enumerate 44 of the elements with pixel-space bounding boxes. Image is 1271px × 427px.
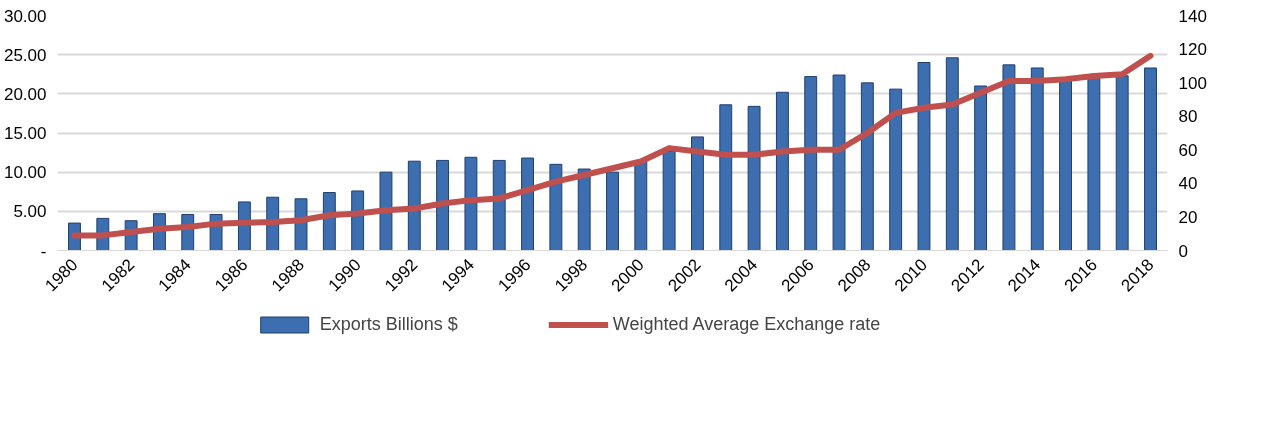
- bar: [719, 104, 733, 251]
- bar: [832, 74, 846, 251]
- bar: [549, 163, 563, 251]
- bar: [889, 88, 903, 251]
- bar: [775, 91, 789, 251]
- bar: [1030, 67, 1044, 251]
- bar: [1115, 75, 1129, 251]
- bar: [1144, 67, 1157, 251]
- legend-label: Exports Billions $: [319, 313, 458, 335]
- y-tick-label: -: [40, 241, 47, 261]
- y2-tick-label: 140: [1178, 6, 1207, 26]
- bar: [634, 160, 648, 251]
- bar: [1002, 64, 1016, 251]
- y-tick-label: 10.00: [3, 163, 47, 183]
- y2-tick-label: 20: [1178, 207, 1198, 227]
- bar: [436, 159, 450, 251]
- bar: [860, 82, 874, 251]
- bar: [606, 171, 619, 251]
- bar: [974, 85, 988, 251]
- y-tick-label: 15.00: [3, 124, 47, 143]
- bar: [662, 150, 676, 251]
- y2-tick-label: 80: [1178, 107, 1198, 127]
- bar: [492, 159, 506, 251]
- legend-label: Weighted Average Exchange rate: [612, 313, 881, 335]
- bar: [407, 160, 421, 251]
- y2-tick-label: 0: [1178, 241, 1188, 261]
- bar: [379, 171, 393, 251]
- y-tick-label: 25.00: [3, 45, 47, 65]
- y2-tick-label: 120: [1178, 40, 1207, 60]
- y-tick-label: 5.00: [13, 202, 47, 222]
- y2-tick-label: 40: [1178, 174, 1198, 194]
- bar: [945, 57, 959, 251]
- y2-tick-label: 100: [1178, 73, 1207, 93]
- bar: [464, 156, 478, 251]
- y-tick-label: 20.00: [3, 84, 47, 104]
- bar: [577, 168, 591, 251]
- bar: [804, 76, 818, 251]
- y-tick-label: 30.00: [3, 6, 47, 26]
- bar: [917, 62, 931, 251]
- y2-tick-label: 60: [1178, 140, 1198, 160]
- bar: [521, 157, 534, 251]
- bar: [1087, 76, 1101, 251]
- bar: [747, 105, 761, 251]
- bar: [691, 136, 704, 251]
